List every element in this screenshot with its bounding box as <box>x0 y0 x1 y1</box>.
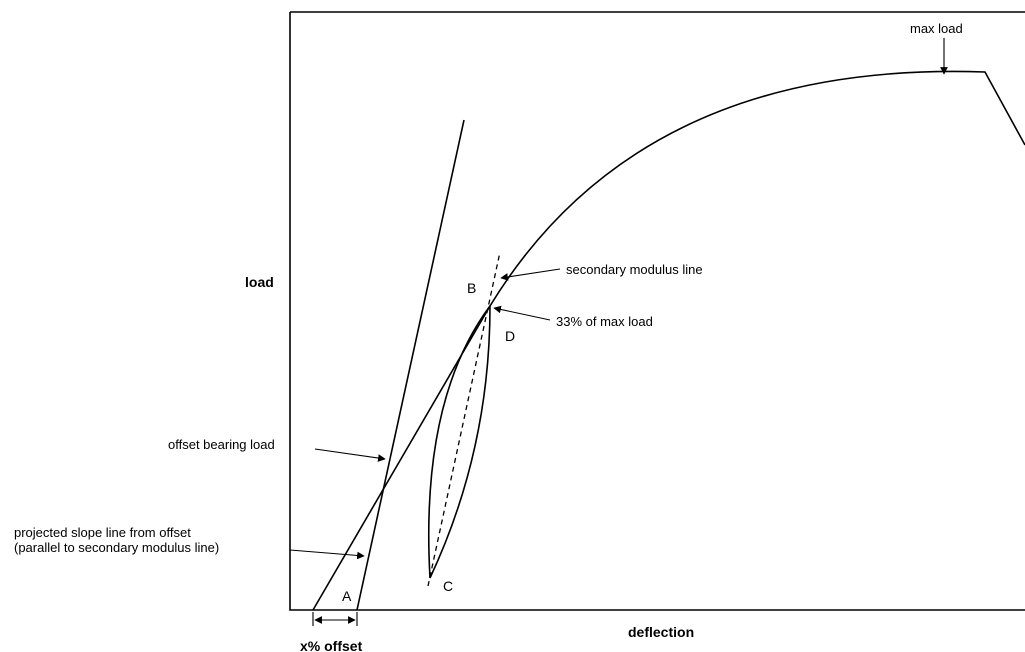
hysteresis-loop-unload <box>427 305 491 579</box>
secondary-modulus-leader <box>500 268 561 281</box>
point-b-label: B <box>467 280 476 296</box>
point-a-label: A <box>342 588 352 604</box>
secondary-modulus-line <box>427 251 501 587</box>
pct-max-load-label: 33% of max load <box>556 314 653 329</box>
projected-slope-line <box>356 119 465 611</box>
projected-slope-leader <box>289 549 365 560</box>
load-deflection-curve <box>312 70 1025 611</box>
offset-bearing-load-label: offset bearing load <box>168 437 275 452</box>
projected-slope-label-line1: projected slope line from offset <box>14 525 191 540</box>
secondary-modulus-label: secondary modulus line <box>566 262 703 277</box>
point-d-label: D <box>505 328 515 344</box>
axes-frame <box>289 11 1025 611</box>
offset-bearing-load-leader <box>314 448 386 462</box>
point-c-label: C <box>443 578 453 594</box>
y-axis-label: load <box>245 274 274 290</box>
projected-slope-label-line2: (parallel to secondary modulus line) <box>14 540 219 555</box>
hysteresis-loop-reload <box>429 305 491 579</box>
max-load-label: max load <box>910 21 963 36</box>
offset-dimension-ticks <box>312 612 358 626</box>
x-offset-label: x% offset <box>300 638 363 652</box>
pct-max-load-leader <box>493 305 551 321</box>
x-axis-label: deflection <box>628 624 694 640</box>
